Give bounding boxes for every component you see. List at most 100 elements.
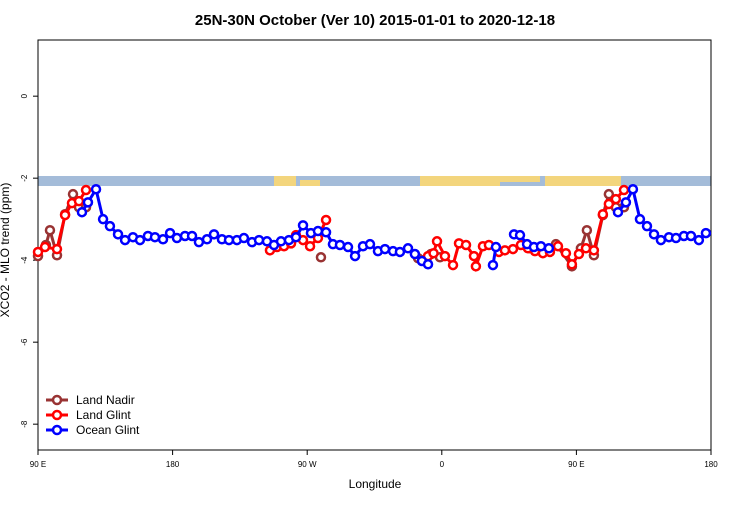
point — [597, 209, 609, 220]
point — [603, 198, 615, 210]
map-strip — [38, 176, 711, 186]
point — [612, 206, 624, 218]
point — [685, 230, 697, 242]
point — [297, 220, 309, 231]
point — [581, 224, 593, 236]
x-tick-label: 90 E — [568, 460, 584, 469]
point — [208, 229, 220, 240]
point — [193, 236, 205, 248]
point — [59, 209, 71, 221]
point — [334, 239, 346, 251]
point — [627, 183, 639, 195]
y-axis-label: XCO2 - MLO trend (ppm) — [0, 183, 12, 318]
land-strip — [500, 176, 540, 182]
point — [320, 227, 332, 238]
point — [320, 214, 332, 226]
point — [253, 234, 265, 246]
point — [560, 247, 572, 259]
point — [76, 206, 88, 218]
legend-marker — [51, 409, 63, 421]
land-strip — [420, 176, 500, 186]
point — [82, 197, 94, 208]
chart-title: 25N-30N October (Ver 10) 2015-01-01 to 2… — [195, 12, 555, 29]
point — [275, 236, 287, 247]
point — [112, 229, 124, 240]
legend-label: Ocean Glint — [76, 423, 140, 437]
point — [468, 250, 480, 262]
legend-marker — [51, 394, 63, 406]
point — [32, 246, 44, 258]
point — [573, 248, 585, 260]
point — [490, 241, 502, 253]
point — [44, 224, 56, 236]
point — [402, 243, 414, 254]
point — [51, 243, 63, 255]
point — [543, 243, 555, 254]
point — [610, 193, 622, 205]
point — [470, 261, 482, 272]
x-tick-label: 180 — [166, 460, 180, 469]
land-strip — [300, 180, 320, 186]
point — [603, 188, 615, 200]
point — [290, 231, 302, 243]
point — [171, 232, 183, 244]
x-tick-label: 0 — [440, 460, 445, 469]
point — [97, 213, 109, 225]
y-tick-label: -4 — [20, 256, 29, 264]
point — [238, 232, 250, 244]
point — [552, 240, 564, 252]
x-tick-label: 90 W — [298, 460, 317, 469]
point — [186, 230, 198, 242]
point — [73, 195, 85, 207]
point — [364, 238, 376, 250]
land-strip — [545, 176, 621, 186]
ocean-strip — [38, 176, 711, 186]
y-tick-label: -8 — [20, 420, 29, 428]
point — [620, 197, 632, 208]
point — [312, 225, 324, 237]
plot-frame — [37, 39, 712, 451]
point — [634, 213, 646, 225]
point — [428, 247, 439, 259]
point — [507, 243, 519, 255]
point — [304, 240, 316, 252]
point — [409, 248, 421, 260]
point — [618, 184, 630, 196]
point — [487, 259, 499, 271]
legend-label: Land Glint — [76, 408, 131, 422]
point — [80, 184, 92, 196]
point — [201, 234, 213, 245]
point — [134, 234, 146, 246]
point — [157, 234, 169, 245]
point — [648, 229, 660, 240]
y-tick-label: 0 — [20, 93, 29, 98]
point — [164, 227, 176, 239]
x-tick-label: 180 — [704, 460, 718, 469]
point — [566, 259, 578, 270]
point — [641, 220, 653, 232]
point — [349, 250, 361, 262]
point — [104, 220, 116, 232]
point — [447, 259, 459, 271]
point — [431, 236, 443, 247]
point — [379, 243, 391, 255]
point — [655, 234, 667, 246]
legend-label: Land Nadir — [76, 393, 135, 407]
x-tick-label: 90 E — [30, 460, 46, 469]
y-tick-label: -2 — [20, 174, 29, 182]
point — [149, 231, 161, 243]
y-tick-label: -6 — [20, 338, 29, 346]
point — [693, 234, 705, 246]
point — [342, 241, 354, 253]
legend-marker — [51, 424, 63, 436]
point — [460, 239, 472, 251]
point — [514, 229, 526, 241]
land-strip — [274, 176, 296, 186]
point — [315, 252, 327, 263]
point — [700, 227, 712, 239]
point — [39, 241, 51, 253]
point — [394, 246, 406, 258]
x-axis-label: Longitude — [349, 477, 402, 491]
point — [422, 259, 434, 270]
